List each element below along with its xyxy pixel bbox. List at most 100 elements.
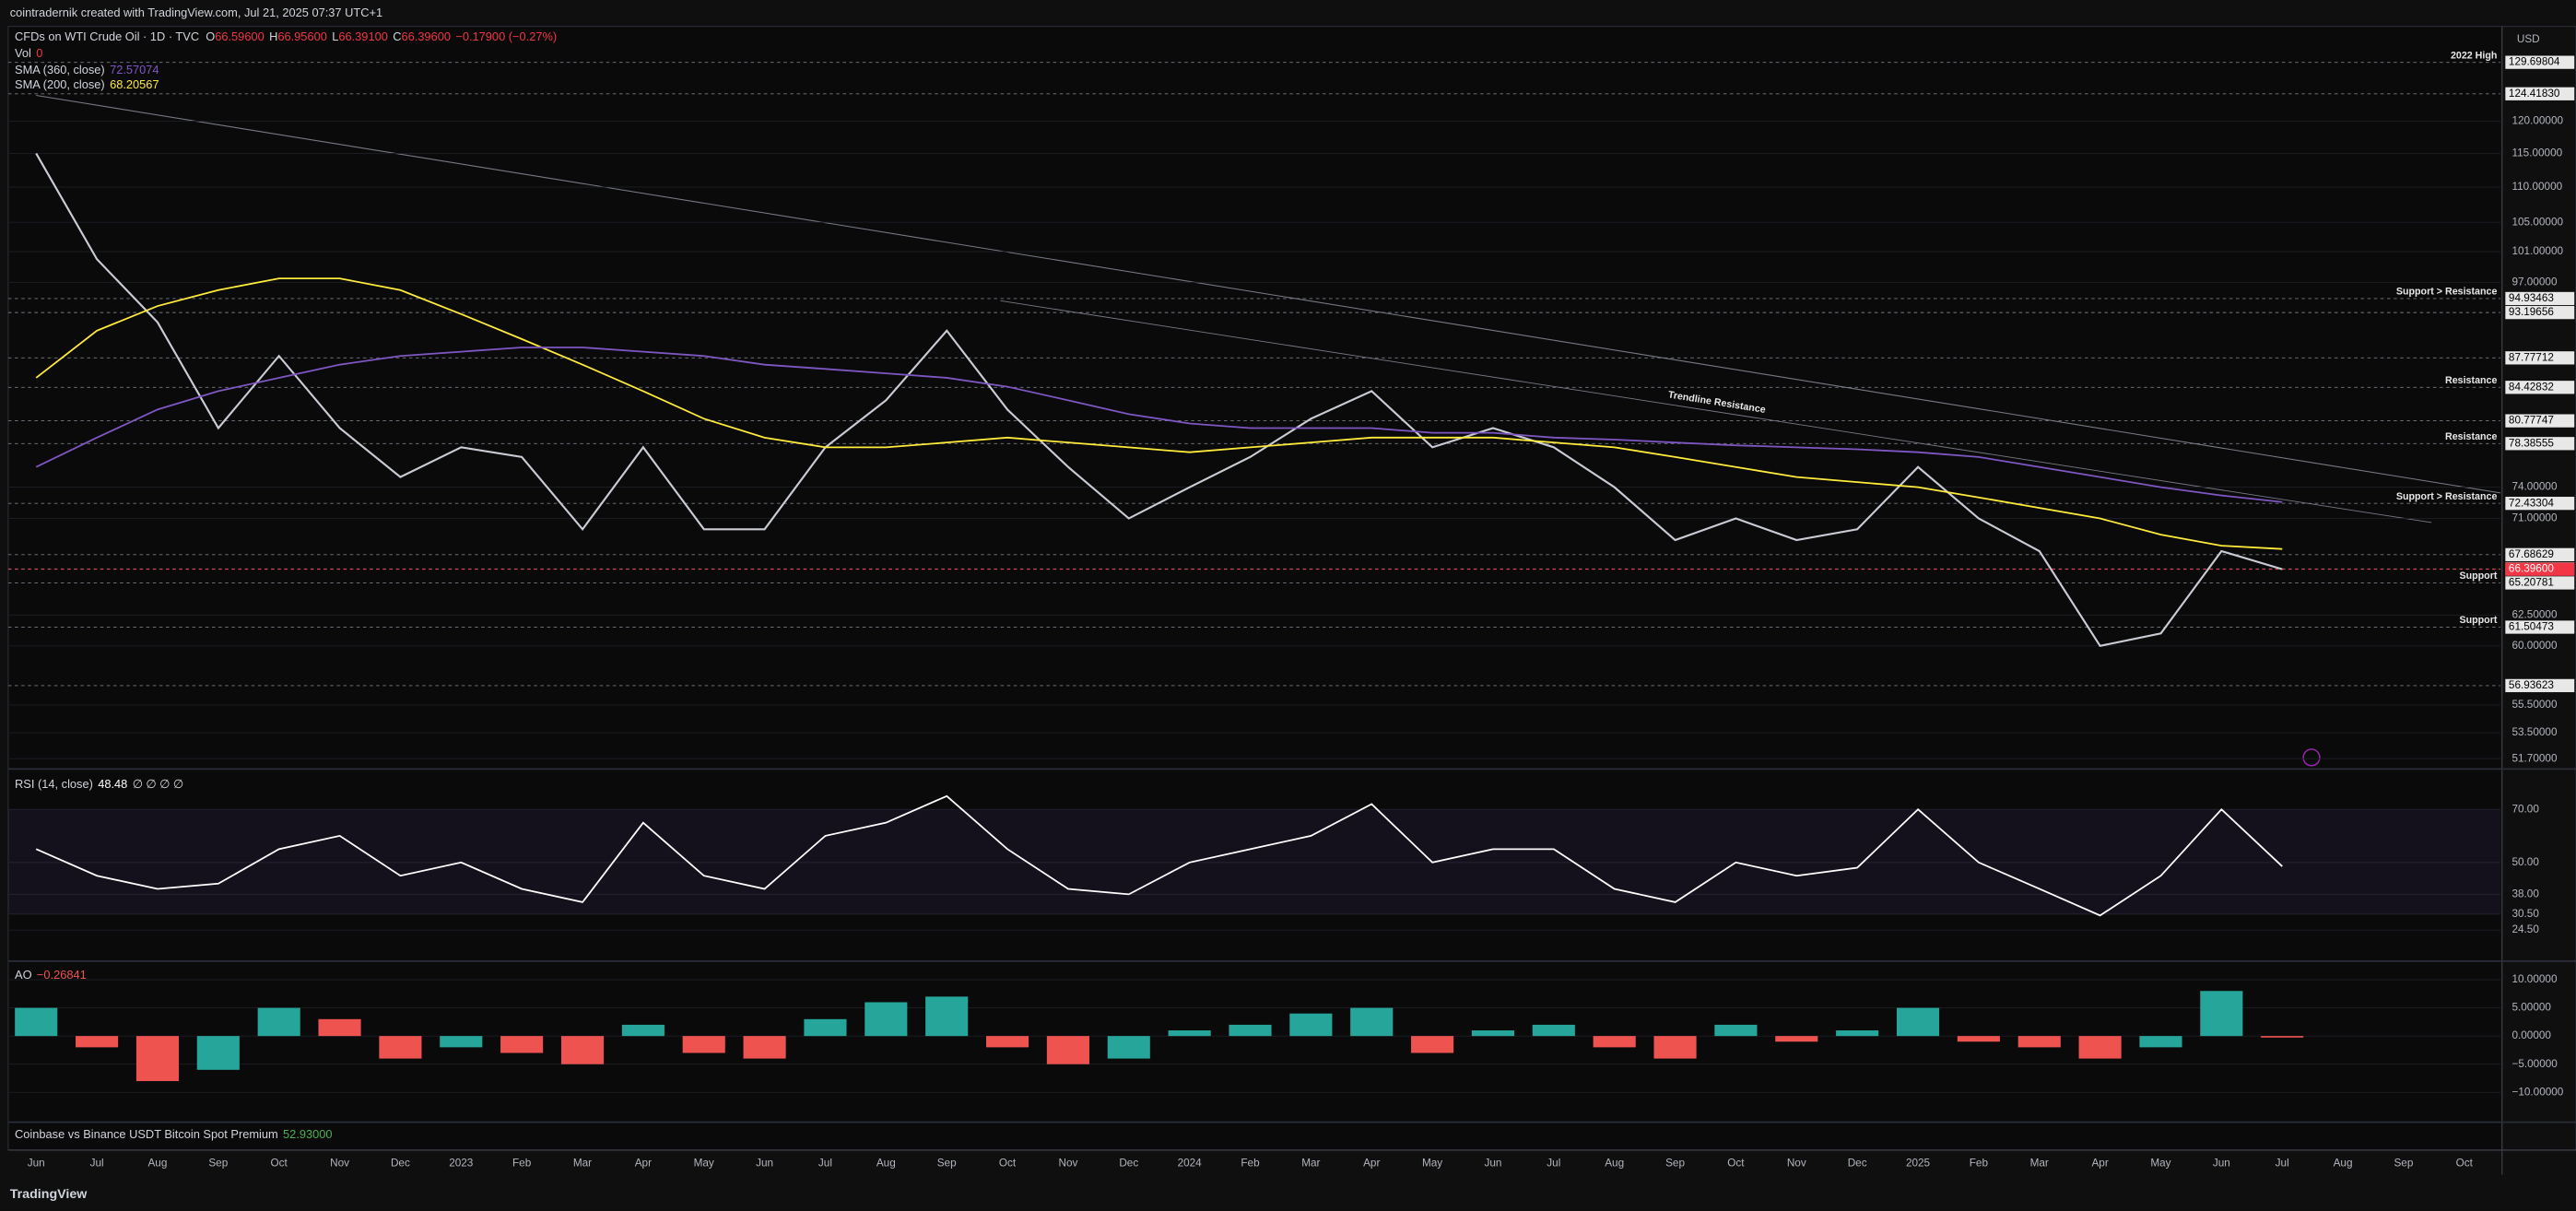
alert-icon[interactable]	[2302, 748, 2321, 767]
level-label: 61.50473	[2509, 621, 2554, 633]
vol-label: Vol	[15, 46, 31, 60]
x-tick-label: Oct	[999, 1157, 1017, 1169]
rsi-band	[7, 809, 2501, 914]
y-tick-label: 110.00000	[2511, 181, 2562, 193]
level-box	[2505, 305, 2575, 320]
ao-bar	[2078, 1036, 2122, 1059]
level-box	[2505, 437, 2575, 451]
level-label: 93.19656	[2509, 306, 2554, 318]
y-tick-label: 0.00000	[2511, 1029, 2551, 1041]
ao-bar	[621, 1024, 665, 1037]
ao-bar	[2139, 1036, 2182, 1048]
ao-bar	[15, 1007, 58, 1037]
level-label: 56.93623	[2509, 679, 2554, 691]
y-tick-label: 38.00	[2511, 888, 2539, 899]
premium-legend: Coinbase vs Binance USDT Bitcoin Spot Pr…	[15, 1127, 333, 1141]
level-note: Support > Resistance	[2396, 287, 2498, 298]
level-label: 80.77747	[2509, 415, 2554, 427]
ao-bar	[1168, 1030, 1211, 1037]
y-tick-label: 30.50	[2511, 908, 2539, 920]
sma360-label: SMA (360, close)	[15, 63, 105, 76]
x-tick-label: Jul	[2276, 1157, 2289, 1169]
ao-bar	[1411, 1036, 1454, 1053]
y-tick-label: 115.00000	[2511, 147, 2562, 159]
ao-bar	[135, 1036, 179, 1082]
ao-bar	[865, 1002, 908, 1037]
x-tick-label: Jul	[1547, 1157, 1560, 1169]
ao-bar	[804, 1018, 847, 1037]
ao-bar	[2200, 991, 2243, 1037]
y-tick-label: 97.00000	[2511, 276, 2557, 288]
x-tick-label: Mar	[1301, 1157, 1320, 1169]
ao-bar	[1653, 1036, 1697, 1059]
x-tick-label: Oct	[1727, 1157, 1745, 1169]
level-box	[2505, 291, 2575, 306]
level-label: 78.38555	[2509, 437, 2554, 449]
x-tick-label: Jun	[1484, 1157, 1501, 1169]
ao-bar	[1289, 1013, 1333, 1037]
y-tick-label: 71.00000	[2511, 512, 2557, 524]
level-label: 65.20781	[2509, 577, 2554, 589]
ohlc-value: 66.39100	[338, 30, 388, 44]
y-tick-label: 5.00000	[2511, 1002, 2551, 1014]
y-tick-label: 55.50000	[2511, 699, 2557, 711]
ao-bar	[1957, 1036, 2000, 1042]
y-tick-label: 24.50	[2511, 923, 2539, 935]
x-tick-label: Mar	[573, 1157, 592, 1169]
ao-bar	[379, 1036, 422, 1059]
chart-area	[7, 26, 2501, 1150]
series-line	[35, 152, 2283, 648]
level-box	[2505, 547, 2575, 561]
y-tick-label: −5.00000	[2511, 1058, 2558, 1070]
ao-value: −0.26841	[37, 968, 87, 982]
level-box	[2505, 351, 2575, 365]
vol-value: 0	[36, 46, 42, 60]
rsi-title: RSI (14, close)	[15, 778, 93, 792]
level-label: 87.77712	[2509, 351, 2554, 363]
x-tick-label: May	[1422, 1157, 1442, 1169]
trendline	[1000, 300, 2432, 523]
level-note: Support	[2459, 615, 2497, 626]
x-tick-label: Apr	[1363, 1157, 1380, 1169]
x-tick-label: Oct	[2456, 1157, 2474, 1169]
ao-bar	[500, 1036, 544, 1053]
footer-logo: TradingView	[10, 1187, 88, 1202]
x-tick-label: Nov	[1058, 1157, 1077, 1169]
x-tick-label: Jul	[90, 1157, 104, 1169]
level-note: Support	[2459, 570, 2497, 582]
level-label: 84.42832	[2509, 381, 2554, 393]
ao-bar	[1350, 1007, 1394, 1037]
level-note: 2022 High	[2451, 50, 2497, 61]
x-tick-label: Jul	[818, 1157, 832, 1169]
series-line	[35, 347, 2283, 503]
y-tick-label: −10.00000	[2511, 1086, 2563, 1098]
sma200-value: 68.20567	[110, 77, 159, 91]
rsi-line	[35, 794, 2283, 917]
level-note: Resistance	[2445, 375, 2497, 386]
y-tick-label: 53.50000	[2511, 726, 2557, 738]
ao-bar	[1107, 1036, 1150, 1059]
trendline	[36, 94, 2501, 494]
sma360-value: 72.57074	[110, 63, 159, 76]
level-box	[2505, 620, 2575, 634]
x-tick-label: 2023	[449, 1157, 474, 1169]
ao-bar	[1593, 1036, 1636, 1048]
legend-sma360: SMA (360, close) 72.57074	[15, 63, 159, 76]
ao-title: AO	[15, 968, 32, 982]
x-tick-label: Apr	[2091, 1157, 2108, 1169]
level-box	[2505, 414, 2575, 428]
level-box	[2505, 576, 2575, 590]
x-tick-label: Nov	[1787, 1157, 1806, 1169]
level-box	[2505, 55, 2575, 69]
rsi-symbols: ∅ ∅ ∅ ∅	[133, 778, 183, 792]
level-label: 67.68629	[2509, 548, 2554, 560]
x-tick-label: May	[694, 1157, 714, 1169]
x-tick-label: Dec	[391, 1157, 410, 1169]
level-box	[2505, 562, 2575, 576]
x-tick-label: Apr	[635, 1157, 652, 1169]
series-line	[35, 277, 2283, 550]
x-tick-label: Aug	[1605, 1157, 1624, 1169]
ao-bar	[257, 1007, 300, 1037]
ao-bar	[1896, 1007, 1940, 1037]
currency[interactable]: USD	[2517, 33, 2540, 45]
